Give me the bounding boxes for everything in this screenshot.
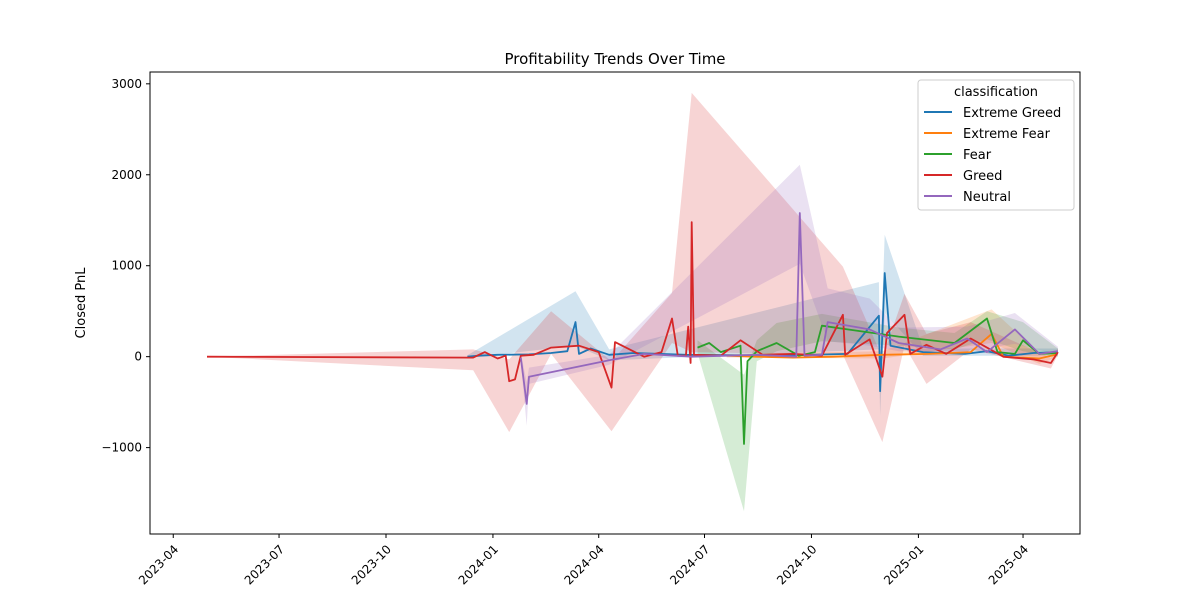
legend-box <box>917 79 1075 211</box>
legend-label-extreme-greed: Extreme Greed <box>963 106 1061 121</box>
x-tick-label: 2023-04 <box>136 542 181 587</box>
x-tick-label: 2025-01 <box>881 542 926 587</box>
band-neutral <box>520 164 1058 426</box>
x-tick-label: 2023-07 <box>242 542 287 587</box>
legend-label-neutral: Neutral <box>963 190 1011 205</box>
y-tick-label: 2000 <box>111 168 142 182</box>
x-tick-label: 2024-04 <box>561 542 606 587</box>
band-extreme-fear <box>726 309 1056 364</box>
y-tick-label: 1000 <box>111 259 142 273</box>
x-tick-label: 2024-01 <box>456 542 501 587</box>
series-line-greed <box>206 221 1059 389</box>
legend-label-greed: Greed <box>963 169 1002 184</box>
chart-title: Profitability Trends Over Time <box>504 50 725 68</box>
band-extreme-greed <box>467 234 1058 416</box>
y-axis-label: Closed PnL <box>74 267 89 339</box>
legend-title: classification <box>954 85 1038 100</box>
x-tick-label: 2024-10 <box>774 542 819 587</box>
series-lines <box>206 212 1059 445</box>
series-line-neutral <box>519 212 1059 405</box>
y-tick-label: 0 <box>134 350 142 364</box>
x-axis: 2023-04 2023-07 2023-10 2024-01 2024-04 2024-… <box>136 534 1031 588</box>
band-fear <box>697 311 1058 512</box>
legend-label-extreme-fear: Extreme Fear <box>963 127 1051 142</box>
plot-area-frame <box>149 71 1081 535</box>
x-tick-label: 2025-04 <box>986 542 1031 587</box>
y-tick-label: 3000 <box>111 77 142 91</box>
legend: classification Extreme Greed Extreme Fear F… <box>917 79 1075 211</box>
x-tick-label: 2024-07 <box>667 542 712 587</box>
y-tick-label: −1000 <box>101 441 142 455</box>
series-line-fear <box>697 317 1058 445</box>
legend-label-fear: Fear <box>963 148 992 163</box>
y-axis: −1000 0 1000 2000 3000 <box>101 77 150 455</box>
x-tick-label: 2023-10 <box>349 542 394 587</box>
